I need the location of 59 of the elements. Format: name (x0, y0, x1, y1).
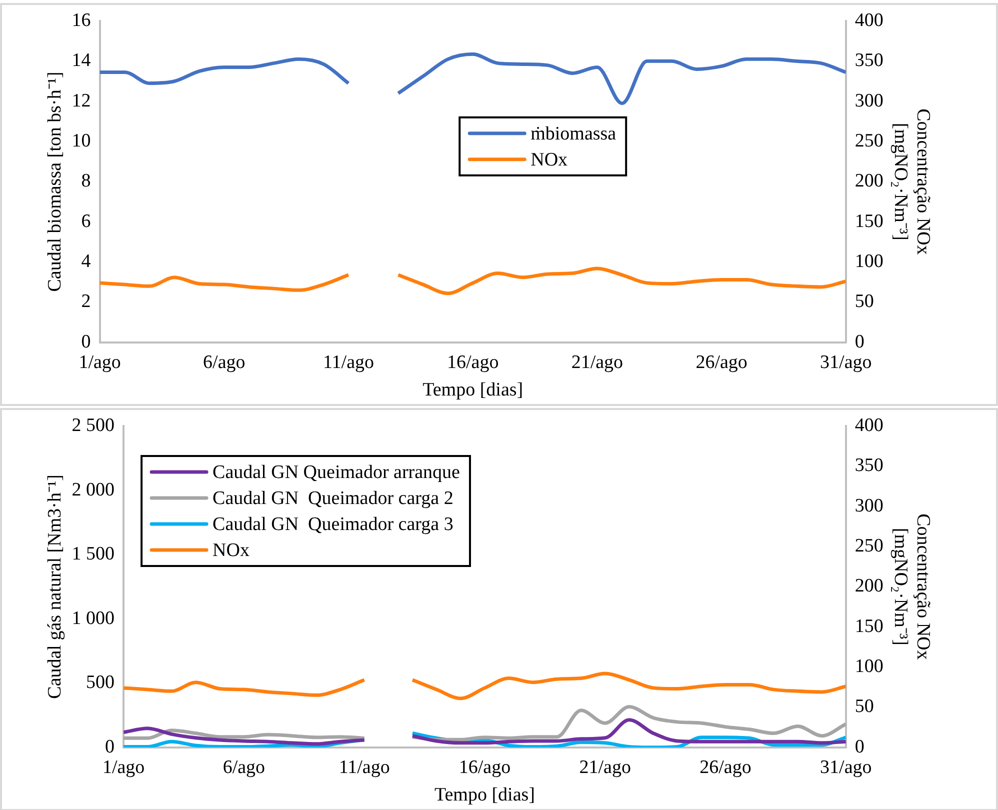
x-tick-label: 11/ago (322, 352, 374, 373)
y2-tick-label: 100 (854, 656, 884, 678)
x-tick-label: 26/ago (700, 756, 752, 778)
y-tick-label: 12 (72, 90, 91, 112)
y-tick-label: 2 500 (72, 414, 115, 436)
y2-axis-title: Concentração NOx [mgNO₂·Nm⁻³] (890, 514, 934, 660)
legend-label: Caudal GN Queimador carga 3 (212, 514, 454, 535)
x-tick-label: 1/ago (78, 352, 121, 373)
y2-tick-label: 350 (854, 455, 884, 476)
x-tick-label: 31/ago (820, 352, 872, 373)
y-tick-label: 10 (72, 130, 91, 152)
y2-tick-label: 150 (854, 210, 884, 232)
y2-tick-label: 150 (854, 616, 884, 637)
y2-tick-label: 400 (854, 414, 884, 436)
y-tick-label: 1 000 (72, 608, 115, 629)
x-axis-title: Tempo [dias] (422, 380, 524, 401)
x-tick-label: 1/ago (102, 756, 145, 778)
legend-label: Caudal GN Queimador arranque (212, 462, 460, 483)
y2-axis-title: Concentração NOx [mgNO₂·Nm⁻³] (890, 108, 934, 256)
y-tick-label: 6 (81, 210, 91, 232)
y2-tick-label: 250 (854, 536, 884, 557)
x-tick-label: 21/ago (579, 756, 631, 778)
y-tick-label: 0 (105, 736, 115, 758)
y2-tick-label: 250 (854, 130, 884, 152)
y2-tick-label: 300 (854, 495, 884, 516)
y2-tick-label: 50 (854, 696, 874, 718)
x-tick-label: 16/ago (446, 352, 499, 373)
y2-tick-label: 350 (854, 50, 884, 72)
y2-tick-label: 0 (854, 331, 864, 352)
y2-tick-label: 200 (854, 170, 884, 192)
y-tick-label: 0 (81, 331, 91, 352)
y2-tick-label: 400 (854, 10, 884, 31)
y2-tick-label: 200 (854, 576, 884, 597)
x-tick-label: 6/ago (203, 352, 246, 373)
legend-label: NOx (212, 540, 250, 561)
x-tick-label: 21/ago (571, 352, 624, 373)
x-tick-label: 26/ago (696, 352, 748, 373)
y-tick-label: 500 (86, 672, 115, 694)
y2-tick-label: 100 (854, 251, 884, 272)
y-tick-label: 8 (81, 170, 91, 192)
y2-tick-label: 0 (854, 736, 864, 758)
legend-label: Caudal GN Queimador carga 2 (212, 488, 454, 509)
y-tick-label: 4 (81, 251, 92, 272)
x-tick-label: 6/ago (222, 756, 266, 778)
legend-label: ṁbiomassa (530, 123, 617, 144)
y-tick-label: 16 (72, 10, 91, 31)
y-axis-title: Caudal gás natural [Nm3·h⁻¹] (44, 474, 66, 699)
legend-label: NOx (530, 149, 568, 170)
y2-tick-label: 50 (854, 291, 874, 312)
y2-tick-label: 300 (854, 90, 884, 112)
y-tick-label: 2 000 (72, 479, 115, 500)
y-tick-label: 1 500 (72, 544, 115, 565)
y-axis-title: Caudal biomassa [ton bs·h⁻¹] (44, 72, 66, 292)
y-tick-label: 14 (72, 50, 92, 72)
x-tick-label: 31/ago (820, 756, 872, 778)
x-axis-title: Tempo [dias] (434, 784, 535, 806)
x-tick-label: 11/ago (338, 756, 390, 778)
x-tick-label: 16/ago (458, 756, 511, 778)
y-tick-label: 2 (81, 291, 91, 312)
